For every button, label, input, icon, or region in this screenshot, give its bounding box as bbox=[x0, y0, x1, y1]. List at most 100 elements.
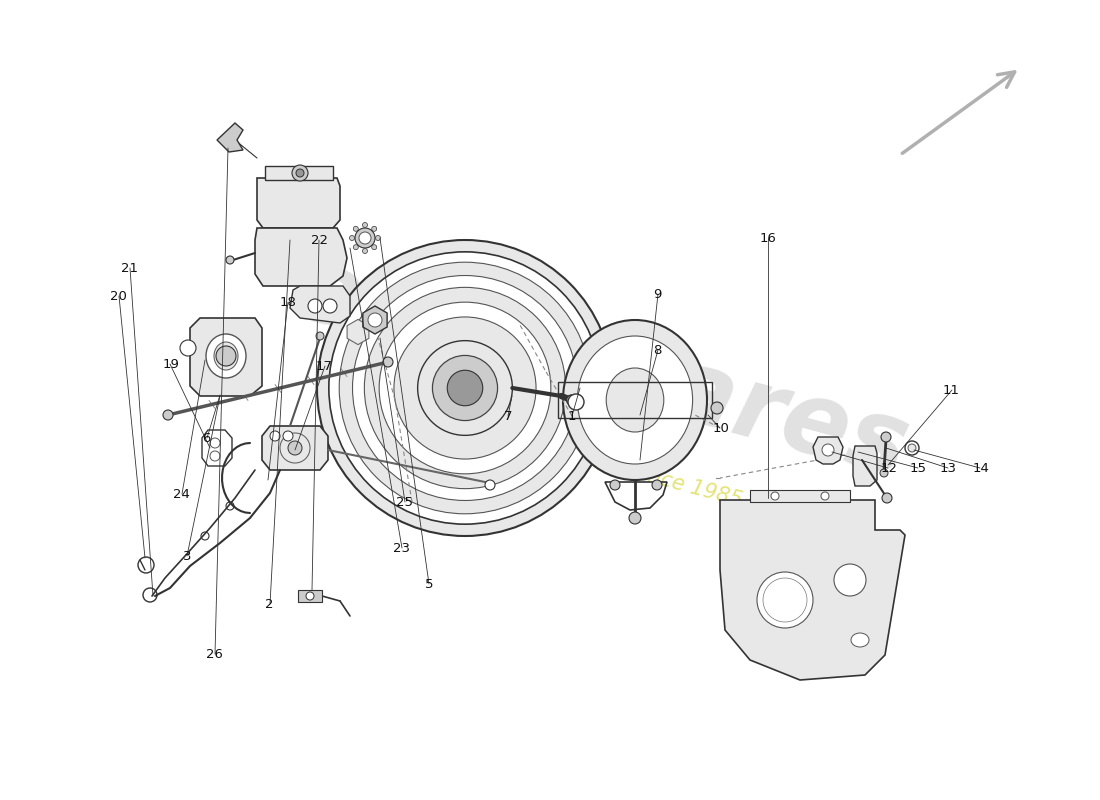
Circle shape bbox=[629, 512, 641, 524]
Ellipse shape bbox=[206, 334, 246, 378]
Circle shape bbox=[372, 226, 376, 231]
Circle shape bbox=[359, 232, 371, 244]
Circle shape bbox=[283, 431, 293, 441]
Text: 16: 16 bbox=[759, 232, 777, 245]
Ellipse shape bbox=[606, 368, 663, 432]
Circle shape bbox=[771, 492, 779, 500]
Polygon shape bbox=[363, 306, 387, 334]
Circle shape bbox=[306, 592, 313, 600]
Text: 15: 15 bbox=[910, 462, 927, 474]
Circle shape bbox=[821, 492, 829, 500]
Circle shape bbox=[375, 235, 381, 241]
Circle shape bbox=[711, 402, 723, 414]
Text: 23: 23 bbox=[393, 542, 410, 554]
Text: 10: 10 bbox=[712, 422, 729, 434]
Text: 14: 14 bbox=[972, 462, 990, 474]
Text: 9: 9 bbox=[653, 288, 662, 301]
Bar bbox=[750, 490, 850, 502]
Text: 22: 22 bbox=[310, 234, 328, 246]
Polygon shape bbox=[257, 178, 340, 228]
Circle shape bbox=[292, 165, 308, 181]
Circle shape bbox=[418, 341, 513, 435]
Circle shape bbox=[353, 226, 359, 231]
Text: 17: 17 bbox=[316, 360, 333, 373]
Circle shape bbox=[432, 355, 497, 421]
Circle shape bbox=[288, 441, 302, 455]
Circle shape bbox=[339, 262, 591, 514]
Text: 5: 5 bbox=[425, 578, 433, 590]
Bar bbox=[298, 590, 322, 602]
Circle shape bbox=[363, 249, 367, 254]
Circle shape bbox=[355, 228, 375, 248]
Ellipse shape bbox=[214, 342, 238, 370]
Circle shape bbox=[822, 444, 834, 456]
Circle shape bbox=[296, 169, 304, 177]
Text: 2: 2 bbox=[265, 598, 274, 610]
Circle shape bbox=[180, 340, 196, 356]
Text: 18: 18 bbox=[279, 296, 297, 309]
Circle shape bbox=[652, 480, 662, 490]
Circle shape bbox=[568, 394, 584, 410]
Text: 11: 11 bbox=[943, 384, 960, 397]
Circle shape bbox=[323, 299, 337, 313]
Polygon shape bbox=[348, 319, 369, 345]
Circle shape bbox=[383, 357, 393, 367]
Text: 7: 7 bbox=[504, 410, 513, 422]
Text: 1: 1 bbox=[568, 410, 576, 422]
Circle shape bbox=[363, 222, 367, 227]
Circle shape bbox=[566, 395, 576, 405]
Ellipse shape bbox=[563, 320, 707, 480]
Ellipse shape bbox=[578, 336, 693, 464]
Polygon shape bbox=[262, 426, 328, 470]
Text: 19: 19 bbox=[162, 358, 179, 370]
Circle shape bbox=[210, 451, 220, 461]
Circle shape bbox=[329, 252, 602, 524]
Circle shape bbox=[610, 480, 620, 490]
Text: 6: 6 bbox=[202, 432, 211, 445]
Polygon shape bbox=[290, 286, 350, 323]
Text: eurospares: eurospares bbox=[282, 242, 918, 498]
Circle shape bbox=[364, 287, 565, 489]
Circle shape bbox=[880, 469, 888, 477]
Circle shape bbox=[226, 256, 234, 264]
Circle shape bbox=[352, 275, 578, 501]
Text: 13: 13 bbox=[939, 462, 957, 474]
Circle shape bbox=[881, 432, 891, 442]
Circle shape bbox=[908, 444, 916, 452]
Circle shape bbox=[485, 480, 495, 490]
Circle shape bbox=[379, 302, 551, 474]
Text: 24: 24 bbox=[173, 488, 190, 501]
Text: 25: 25 bbox=[396, 496, 414, 509]
Bar bbox=[558, 382, 712, 418]
Text: a passion for parts since 1985: a passion for parts since 1985 bbox=[436, 410, 745, 510]
Circle shape bbox=[316, 332, 324, 340]
Text: 20: 20 bbox=[110, 290, 128, 302]
Circle shape bbox=[394, 317, 536, 459]
Bar bbox=[265, 166, 333, 180]
Circle shape bbox=[834, 564, 866, 596]
Circle shape bbox=[163, 410, 173, 420]
Text: 12: 12 bbox=[880, 462, 898, 474]
Circle shape bbox=[317, 240, 613, 536]
Text: 8: 8 bbox=[653, 344, 662, 357]
Circle shape bbox=[757, 572, 813, 628]
Polygon shape bbox=[813, 437, 843, 464]
Text: 3: 3 bbox=[183, 550, 191, 562]
Circle shape bbox=[372, 245, 376, 250]
Polygon shape bbox=[217, 123, 243, 152]
Ellipse shape bbox=[851, 633, 869, 647]
Circle shape bbox=[216, 346, 236, 366]
Circle shape bbox=[368, 313, 382, 327]
Circle shape bbox=[882, 493, 892, 503]
Polygon shape bbox=[190, 318, 262, 396]
Circle shape bbox=[270, 431, 280, 441]
Text: 21: 21 bbox=[121, 262, 139, 274]
Polygon shape bbox=[255, 228, 346, 286]
Circle shape bbox=[353, 245, 359, 250]
Circle shape bbox=[350, 235, 354, 241]
Circle shape bbox=[308, 299, 322, 313]
Polygon shape bbox=[852, 446, 877, 486]
Text: 26: 26 bbox=[206, 648, 223, 661]
Circle shape bbox=[448, 370, 483, 406]
Circle shape bbox=[210, 438, 220, 448]
